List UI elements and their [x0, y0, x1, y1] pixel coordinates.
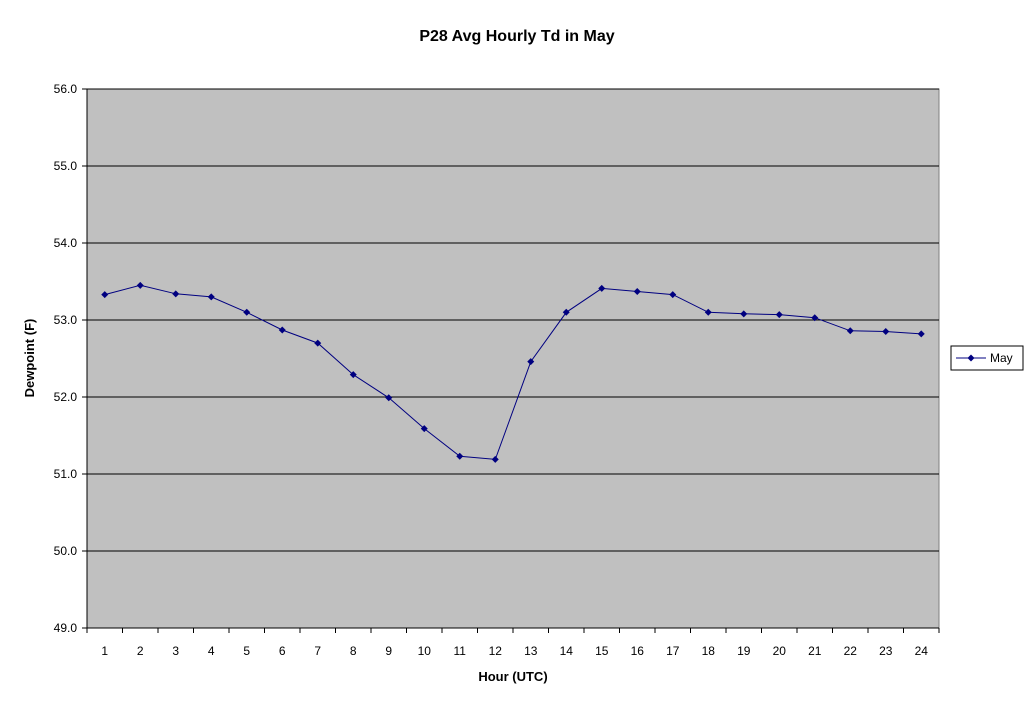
data-point: [740, 310, 748, 318]
data-point: [491, 455, 499, 463]
x-tick-label: 5: [243, 644, 250, 658]
y-tick-label: 53.0: [54, 313, 78, 327]
data-point: [846, 327, 854, 335]
x-tick-label: 21: [808, 644, 822, 658]
chart-title: P28 Avg Hourly Td in May: [419, 28, 614, 45]
x-tick-label: 7: [314, 644, 321, 658]
legend-label: May: [990, 351, 1013, 365]
x-tick-label: 15: [595, 644, 609, 658]
data-point: [101, 291, 109, 299]
x-tick-label: 24: [915, 644, 929, 658]
data-point: [385, 394, 393, 402]
x-tick-label: 2: [137, 644, 144, 658]
data-point: [562, 308, 570, 316]
data-point: [598, 284, 606, 292]
x-tick-label: 16: [631, 644, 645, 658]
data-point: [917, 330, 925, 338]
y-tick-label: 55.0: [54, 159, 78, 173]
legend: May: [950, 345, 1024, 371]
x-tick-label: 10: [418, 644, 432, 658]
data-point: [882, 328, 890, 336]
x-tick-label: 14: [560, 644, 574, 658]
x-tick-label: 20: [773, 644, 787, 658]
data-point: [420, 425, 428, 433]
x-tick-label: 4: [208, 644, 215, 658]
data-point: [207, 293, 215, 301]
x-tick-label: 12: [489, 644, 503, 658]
x-tick-label: 1: [101, 644, 108, 658]
legend-marker: [967, 354, 975, 362]
plot-area: [86, 88, 940, 629]
x-axis-title: Hour (UTC): [478, 669, 547, 684]
data-point: [349, 371, 357, 379]
data-point: [456, 452, 464, 460]
y-axis-title: Dewpoint (F): [22, 319, 37, 398]
y-tick-label: 54.0: [54, 236, 78, 250]
x-tick-label: 8: [350, 644, 357, 658]
y-tick-label: 49.0: [54, 621, 78, 635]
y-axis-ticks: 49.0 50.0 51.0 52.0 53.0 54.0 55.0 56.0: [54, 82, 87, 635]
data-point: [669, 291, 677, 299]
data-point: [136, 281, 144, 289]
series-line-may: [104, 284, 922, 460]
data-point: [243, 308, 251, 316]
y-tick-label: 56.0: [54, 82, 78, 96]
x-tick-label: 13: [524, 644, 538, 658]
data-point: [704, 308, 712, 316]
y-tick-label: 50.0: [54, 544, 78, 558]
x-axis-ticks: 1 2 3 4 5 6 7 8 9 10 11 12 13 14 15 16 17 18 19 20 21 22 23 24: [86, 628, 940, 658]
series-layer: [101, 281, 925, 463]
x-tick-label: 18: [702, 644, 716, 658]
y-tick-label: 52.0: [54, 390, 78, 404]
gridlines: [87, 88, 939, 552]
x-tick-label: 3: [172, 644, 179, 658]
x-tick-label: 11: [454, 644, 467, 658]
data-point: [527, 358, 535, 366]
y-tick-label: 51.0: [54, 467, 78, 481]
x-tick-label: 19: [737, 644, 751, 658]
data-point: [314, 339, 322, 347]
data-point: [811, 314, 819, 322]
data-point: [775, 311, 783, 319]
data-point: [278, 326, 286, 334]
data-point: [172, 290, 180, 298]
x-tick-label: 22: [844, 644, 858, 658]
x-tick-label: 9: [385, 644, 392, 658]
x-tick-label: 17: [666, 644, 680, 658]
data-point: [633, 288, 641, 296]
x-tick-label: 23: [879, 644, 893, 658]
x-tick-label: 6: [279, 644, 286, 658]
